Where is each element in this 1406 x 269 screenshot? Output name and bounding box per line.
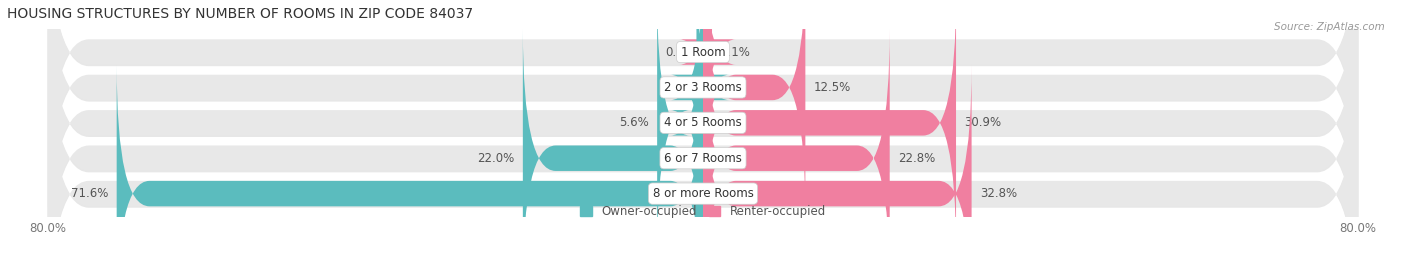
Text: 1 Room: 1 Room (681, 45, 725, 59)
Text: 32.8%: 32.8% (980, 187, 1017, 200)
Legend: Owner-occupied, Renter-occupied: Owner-occupied, Renter-occupied (578, 202, 828, 220)
FancyBboxPatch shape (48, 0, 1358, 218)
FancyBboxPatch shape (48, 31, 1358, 269)
FancyBboxPatch shape (48, 0, 1358, 252)
FancyBboxPatch shape (117, 65, 703, 269)
Text: 22.0%: 22.0% (478, 152, 515, 165)
Text: 71.6%: 71.6% (72, 187, 108, 200)
Text: 12.5%: 12.5% (814, 81, 851, 94)
FancyBboxPatch shape (671, 0, 730, 216)
FancyBboxPatch shape (703, 0, 956, 252)
Text: HOUSING STRUCTURES BY NUMBER OF ROOMS IN ZIP CODE 84037: HOUSING STRUCTURES BY NUMBER OF ROOMS IN… (7, 7, 472, 21)
Text: 0.0%: 0.0% (665, 45, 695, 59)
FancyBboxPatch shape (48, 0, 1358, 216)
FancyBboxPatch shape (703, 65, 972, 269)
FancyBboxPatch shape (523, 29, 703, 269)
FancyBboxPatch shape (48, 29, 1358, 269)
Text: Source: ZipAtlas.com: Source: ZipAtlas.com (1274, 22, 1385, 31)
FancyBboxPatch shape (48, 0, 1358, 269)
FancyBboxPatch shape (703, 0, 806, 216)
Text: 8 or more Rooms: 8 or more Rooms (652, 187, 754, 200)
Text: 30.9%: 30.9% (965, 116, 1001, 129)
FancyBboxPatch shape (679, 0, 735, 181)
Text: 1.1%: 1.1% (720, 45, 749, 59)
Text: 6 or 7 Rooms: 6 or 7 Rooms (664, 152, 742, 165)
FancyBboxPatch shape (657, 0, 703, 252)
FancyBboxPatch shape (703, 29, 890, 269)
Text: 0.8%: 0.8% (658, 81, 689, 94)
Text: 22.8%: 22.8% (898, 152, 935, 165)
Text: 5.6%: 5.6% (619, 116, 650, 129)
FancyBboxPatch shape (48, 0, 1358, 269)
Text: 2 or 3 Rooms: 2 or 3 Rooms (664, 81, 742, 94)
Text: 4 or 5 Rooms: 4 or 5 Rooms (664, 116, 742, 129)
FancyBboxPatch shape (48, 0, 1358, 269)
FancyBboxPatch shape (48, 0, 1358, 269)
FancyBboxPatch shape (48, 0, 1358, 253)
